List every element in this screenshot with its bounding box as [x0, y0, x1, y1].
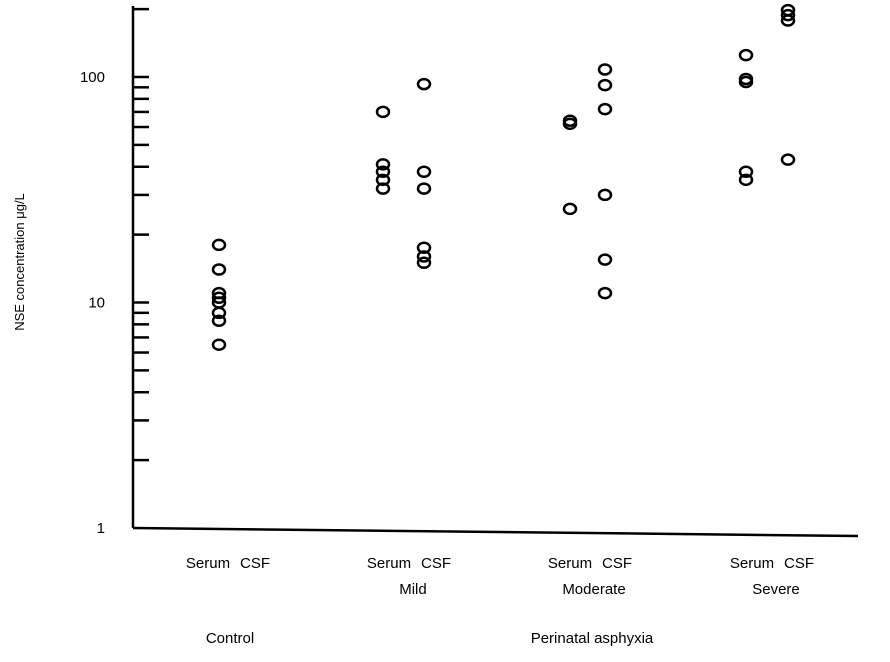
y-axis-title: NSE concentration μg/L [12, 193, 27, 331]
category-serum-label: Serum [548, 555, 592, 572]
data-point [597, 188, 613, 202]
data-point [562, 117, 578, 131]
data-point [597, 102, 613, 116]
data-point [211, 338, 227, 351]
y-tick-label: 100 [80, 69, 105, 86]
category-sublabel: Severe [752, 581, 800, 598]
data-point [780, 153, 796, 166]
group-header-label: Control [206, 630, 254, 647]
category-sublabel: Mild [399, 581, 427, 598]
data-point [597, 286, 613, 300]
data-point [416, 256, 432, 270]
category-labels: Serum CSF Serum CSF Mild Serum CSF Moderate Seru… [186, 555, 814, 598]
category-serum-label: Serum [367, 555, 411, 572]
axes [131, 6, 859, 538]
data-point [416, 77, 432, 91]
group-header-labels: Control Perinatal asphyxia [206, 630, 654, 647]
data-point [597, 63, 613, 76]
category-serum-label: Serum [186, 555, 230, 572]
data-point [416, 165, 432, 179]
data-point [738, 173, 754, 187]
y-tick-label: 1 [97, 520, 105, 537]
category-serum-label: Serum [730, 555, 774, 572]
group-header-label: Perinatal asphyxia [531, 630, 654, 647]
data-point [597, 253, 613, 266]
y-tick-label: 10 [88, 295, 105, 312]
data-point [738, 48, 754, 62]
data-point [211, 238, 227, 252]
data-point [416, 182, 432, 195]
data-point [738, 165, 754, 179]
data-point [211, 314, 227, 327]
data-point [211, 306, 227, 320]
category-csf-label: CSF [602, 555, 632, 572]
y-ticks [133, 7, 149, 462]
data-point [375, 182, 391, 195]
data-point [375, 165, 391, 179]
data-point [597, 78, 613, 92]
data-point [211, 263, 227, 276]
data-point [375, 158, 391, 171]
data-point [780, 8, 796, 22]
data-point [211, 291, 227, 304]
category-csf-label: CSF [784, 555, 814, 572]
data-points [211, 3, 796, 351]
category-csf-label: CSF [421, 555, 451, 572]
y-tick-labels: 1 10 100 [80, 69, 105, 537]
x-axis-line [132, 526, 859, 538]
category-csf-label: CSF [240, 555, 270, 572]
data-point [375, 105, 391, 119]
data-point [416, 250, 432, 263]
data-point [738, 75, 754, 89]
data-point [562, 202, 578, 216]
category-sublabel: Moderate [562, 581, 625, 598]
data-point [780, 14, 796, 27]
